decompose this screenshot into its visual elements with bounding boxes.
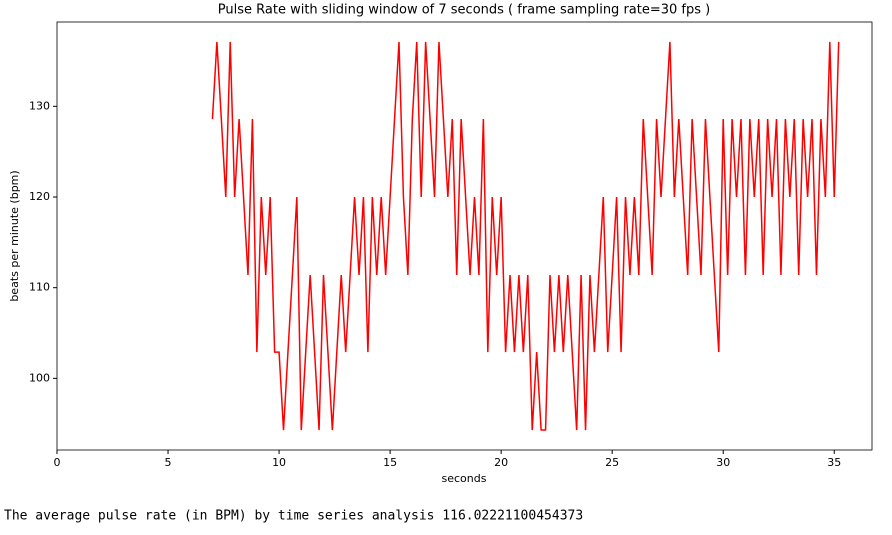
- x-tick-label: 25: [605, 456, 619, 469]
- x-tick-label: 30: [716, 456, 730, 469]
- x-axis-label: seconds: [442, 472, 487, 485]
- y-tick-label: 110: [29, 281, 50, 294]
- y-tick-label: 100: [29, 371, 50, 384]
- x-tick-label: 35: [827, 456, 841, 469]
- x-tick-label: 10: [272, 456, 286, 469]
- pulse-line: [211, 41, 840, 431]
- y-tick-label: 130: [29, 99, 50, 112]
- x-tick-label: 15: [383, 456, 397, 469]
- output-text: The average pulse rate (in BPM) by time …: [4, 509, 583, 524]
- plot-frame: [56, 21, 873, 451]
- y-axis-label: beats per minute (bpm): [8, 170, 21, 301]
- y-tick-label: 120: [29, 190, 50, 203]
- x-tick-label: 5: [165, 456, 172, 469]
- x-tick-label: 20: [494, 456, 508, 469]
- x-tick-label: 0: [54, 456, 61, 469]
- chart-title: Pulse Rate with sliding window of 7 seco…: [218, 3, 710, 18]
